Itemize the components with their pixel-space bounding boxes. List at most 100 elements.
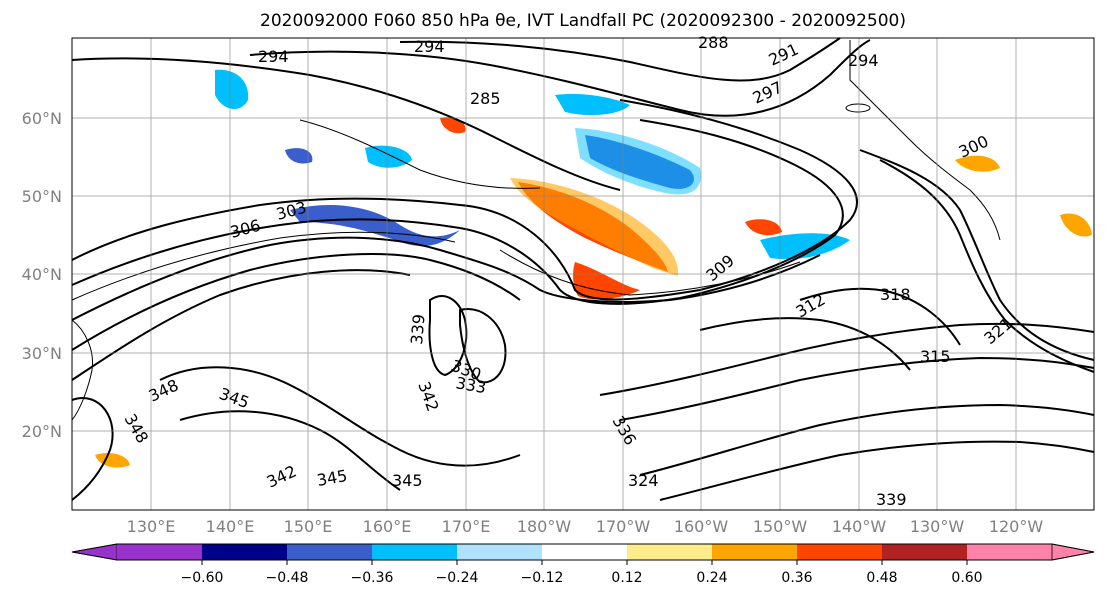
colorbar-segment [542, 544, 627, 560]
lon-tick-label: 160°E [363, 517, 412, 536]
colorbar-segment [287, 544, 372, 560]
lon-tick-label: 170°W [596, 517, 651, 536]
contour-line-thin [499, 249, 801, 296]
lon-tick-label: 120°W [989, 517, 1044, 536]
contour-line [71, 253, 521, 351]
lon-tick-label: 160°W [674, 517, 729, 536]
lon-tick-label: 170°E [442, 517, 491, 536]
contour-label: 294 [258, 47, 289, 66]
colorbar-segment [712, 544, 797, 560]
contour-line-thin [71, 231, 456, 301]
contour-line [399, 37, 841, 82]
coastline [849, 40, 1001, 241]
colorbar-segment [202, 544, 287, 560]
contour-label: 294 [848, 51, 879, 70]
contour-line [71, 236, 821, 321]
theta-e-contours [71, 37, 1095, 501]
colorbar-segment [797, 544, 882, 560]
colorbar-tick-label: 0.48 [866, 570, 897, 586]
contour-label: 315 [920, 347, 951, 366]
contour-label: 339 [407, 313, 429, 345]
contour-line [859, 149, 1095, 361]
colorbar-segment [882, 544, 967, 560]
contour-line [71, 57, 621, 191]
map-title: 2020092000 F060 850 hPa θe, IVT Landfall… [260, 11, 906, 31]
contour-line [71, 119, 844, 305]
colorbar-tick-label: 0.60 [951, 570, 982, 586]
lat-tick-label: 50°N [22, 187, 62, 206]
contour-line [879, 159, 1095, 373]
colorbar-tick-label: 0.36 [781, 570, 812, 586]
island-outline [845, 103, 871, 113]
positive-anomaly-ne-2 [1060, 213, 1092, 237]
positive-anomaly-ne [955, 155, 1000, 172]
negative-anomaly-asia-2 [285, 148, 313, 164]
lon-tick-label: 130°E [127, 517, 176, 536]
lat-tick-label: 30°N [22, 344, 62, 363]
lat-tick-label: 40°N [22, 265, 62, 284]
contour-line [179, 410, 401, 491]
colorbar-tick-label: −0.12 [521, 570, 564, 586]
lon-tick-label: 140°W [832, 517, 887, 536]
coastlines [71, 40, 1001, 421]
lon-tick-label: 150°W [753, 517, 808, 536]
colorbar-tick-label: −0.60 [181, 570, 224, 586]
colorbar-low-arrow [71, 543, 118, 561]
lon-tick-label: 140°E [206, 517, 255, 536]
contour-label: 345 [392, 471, 423, 490]
contour-line [799, 287, 961, 346]
contour-line [619, 356, 1095, 421]
coastline [71, 319, 94, 421]
contour-line-thin [299, 119, 541, 189]
colorbar-outline [71, 543, 1095, 561]
contour-line [71, 397, 114, 501]
colorbar-tick-label: 0.24 [696, 570, 727, 586]
lat-axis: 60°N 50°N 40°N 30°N 20°N [22, 109, 62, 441]
contour-line [71, 99, 858, 301]
colorbar-tick-label: −0.48 [266, 570, 309, 586]
positive-anomaly-east [745, 219, 782, 236]
contour-line [459, 308, 507, 384]
shaded-anomalies [95, 69, 1092, 468]
colorbar-segment [967, 544, 1052, 560]
contour-line [159, 366, 521, 467]
negative-anomaly-asia [365, 145, 412, 168]
contour-label: 294 [414, 37, 445, 56]
colorbar-tick-label: −0.24 [436, 570, 479, 586]
colorbar-tick-label: −0.36 [351, 570, 394, 586]
contour-line [428, 295, 468, 377]
contour-label: 318 [880, 285, 911, 304]
contour-line [639, 403, 1095, 476]
colorbar-tick-label: 0.12 [611, 570, 642, 586]
contour-label: 324 [628, 471, 659, 490]
colorbar-segment [627, 544, 712, 560]
secondary-contours [71, 119, 801, 301]
lat-tick-label: 20°N [22, 422, 62, 441]
contour-line [659, 440, 1095, 501]
contour-label: 285 [470, 89, 501, 108]
negative-anomaly-nw [215, 69, 249, 110]
contour-label: 288 [698, 33, 729, 52]
colorbar-segment [457, 544, 542, 560]
colorbar-high-arrow [1051, 543, 1095, 561]
lon-tick-label: 180°W [517, 517, 572, 536]
map-border [71, 37, 1095, 511]
lat-tick-label: 60°N [22, 109, 62, 128]
negative-anomaly-north-outer [575, 128, 701, 195]
contour-line [71, 269, 411, 381]
contour-line [699, 317, 911, 371]
colorbar-ticks [201, 560, 968, 565]
colorbar-segment [117, 544, 202, 560]
negative-anomaly-north-2 [555, 94, 630, 116]
gridlines [72, 38, 1094, 510]
lon-tick-label: 150°E [284, 517, 333, 536]
map-panel: 294 294 288 291 294 285 297 300 303 306 … [71, 33, 1095, 511]
contour-line [599, 322, 1095, 396]
colorbar-segment [372, 544, 457, 560]
positive-anomaly-band-outer [510, 178, 679, 276]
colorbar: −0.60 −0.48 −0.36 −0.24 −0.12 0.12 0.24 … [71, 543, 1095, 586]
lon-axis: 130°E 140°E 150°E 160°E 170°E 180°W 170°… [127, 517, 1044, 536]
contour-label: 339 [876, 490, 907, 509]
lon-tick-label: 130°W [910, 517, 965, 536]
